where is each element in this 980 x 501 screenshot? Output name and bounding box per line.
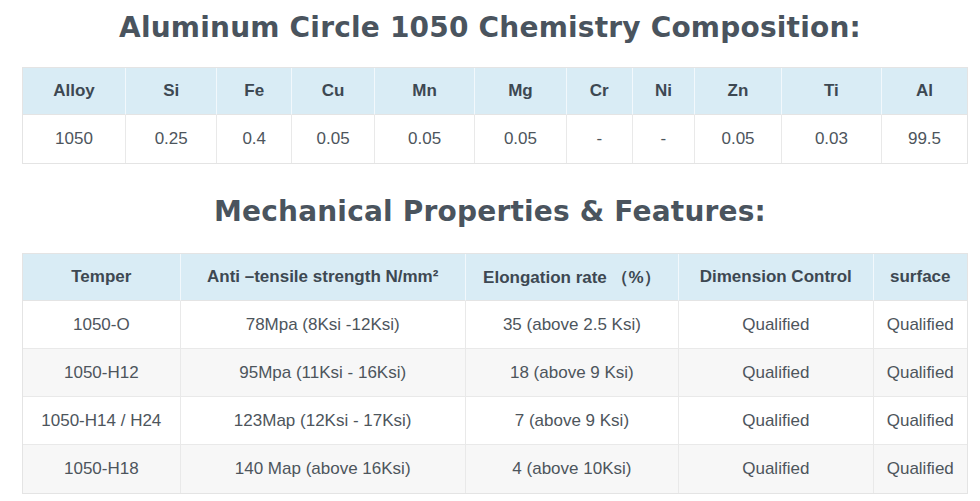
mech-data-cell: 95Mpa (11Ksi - 16Ksi): [181, 349, 466, 397]
chem-data-cell: 0.4: [217, 115, 292, 163]
mech-data-cell: 1050-O: [23, 301, 181, 349]
mech-data-cell: Qualified: [679, 301, 873, 349]
table-row: 1050-H12 95Mpa (11Ksi - 16Ksi) 18 (above…: [23, 349, 967, 397]
chem-header-cell-ni: Ni: [633, 68, 695, 115]
chemistry-table: Alloy Si Fe Cu Mn Mg Cr Ni Zn Ti Al 1050…: [22, 67, 968, 164]
mech-header-cell-surface: surface: [874, 254, 967, 301]
mech-data-cell: 7 (above 9 Ksi): [466, 397, 679, 445]
mech-header-cell-temper: Temper: [23, 254, 181, 301]
chem-header-cell-alloy: Alloy: [23, 68, 126, 115]
chem-data-cell: 0.03: [782, 115, 882, 163]
mech-data-cell: Qualified: [874, 397, 967, 445]
mech-data-cell: Qualified: [679, 397, 873, 445]
chemistry-header-row: Alloy Si Fe Cu Mn Mg Cr Ni Zn Ti Al: [23, 68, 967, 115]
chem-header-cell-al: Al: [882, 68, 967, 115]
chem-data-cell: 0.25: [126, 115, 218, 163]
mech-data-cell: Qualified: [874, 445, 967, 493]
mech-data-cell: 4 (above 10Ksi): [466, 445, 679, 493]
mech-data-cell: 1050-H14 / H24: [23, 397, 181, 445]
mech-data-cell: 140 Map (above 16Ksi): [181, 445, 466, 493]
mechanical-section-title: Mechanical Properties & Features:: [0, 195, 980, 228]
mech-data-cell: 78Mpa (8Ksi -12Ksi): [181, 301, 466, 349]
chemistry-section-title: Aluminum Circle 1050 Chemistry Compositi…: [0, 9, 980, 46]
chem-header-cell-mg: Mg: [475, 68, 567, 115]
mech-header-cell-tensile: Anti –tensile strength N/mm²: [181, 254, 466, 301]
mech-data-cell: 35 (above 2.5 Ksi): [466, 301, 679, 349]
chem-data-cell: -: [633, 115, 695, 163]
chem-header-cell-cr: Cr: [567, 68, 633, 115]
table-row: 1050-H14 / H24 123Map (12Ksi - 17Ksi) 7 …: [23, 397, 967, 445]
chem-header-cell-cu: Cu: [292, 68, 375, 115]
mech-data-cell: Qualified: [874, 301, 967, 349]
mech-data-cell: Qualified: [874, 349, 967, 397]
chem-header-cell-fe: Fe: [217, 68, 292, 115]
mech-data-cell: 123Map (12Ksi - 17Ksi): [181, 397, 466, 445]
mech-header-cell-elongation: Elongation rate （%）: [466, 254, 679, 301]
mechanical-header-row: Temper Anti –tensile strength N/mm² Elon…: [23, 254, 967, 301]
chem-data-cell: 1050: [23, 115, 126, 163]
chem-data-cell: 0.05: [475, 115, 567, 163]
mech-header-cell-dimension: Dimension Control: [679, 254, 873, 301]
page: Aluminum Circle 1050 Chemistry Compositi…: [0, 0, 980, 501]
mech-data-cell: Qualified: [679, 445, 873, 493]
mech-data-cell: 1050-H18: [23, 445, 181, 493]
table-row: 1050-H18 140 Map (above 16Ksi) 4 (above …: [23, 445, 967, 493]
chem-header-cell-mn: Mn: [375, 68, 475, 115]
chem-data-cell: 0.05: [292, 115, 375, 163]
chem-data-cell: 0.05: [375, 115, 475, 163]
chem-header-cell-zn: Zn: [695, 68, 782, 115]
chem-header-cell-si: Si: [126, 68, 218, 115]
chem-data-cell: 99.5: [882, 115, 967, 163]
chem-header-cell-ti: Ti: [782, 68, 882, 115]
mechanical-table: Temper Anti –tensile strength N/mm² Elon…: [22, 253, 968, 494]
table-row: 1050 0.25 0.4 0.05 0.05 0.05 - - 0.05 0.…: [23, 115, 967, 163]
chem-data-cell: 0.05: [695, 115, 782, 163]
chem-data-cell: -: [567, 115, 633, 163]
mech-data-cell: Qualified: [679, 349, 873, 397]
table-row: 1050-O 78Mpa (8Ksi -12Ksi) 35 (above 2.5…: [23, 301, 967, 349]
mech-data-cell: 18 (above 9 Ksi): [466, 349, 679, 397]
mech-data-cell: 1050-H12: [23, 349, 181, 397]
